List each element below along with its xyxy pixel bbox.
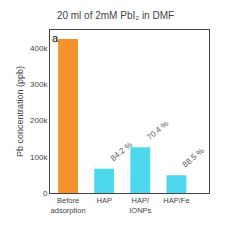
svg-text:20 ml of 2mM PbI₂ in DMF: 20 ml of 2mM PbI₂ in DMF	[57, 10, 174, 21]
svg-text:Pb concentration (ppb): Pb concentration (ppb)	[15, 66, 25, 157]
svg-text:70.4 %: 70.4 %	[145, 119, 170, 142]
svg-text:HAP/IONPs: HAP/IONPs	[129, 196, 151, 215]
svg-text:100k: 100k	[30, 153, 48, 162]
svg-text:HAP: HAP	[96, 196, 111, 205]
svg-text:0: 0	[43, 189, 48, 198]
svg-text:84.2 %: 84.2 %	[109, 140, 134, 163]
svg-text:300k: 300k	[30, 80, 48, 89]
svg-text:200k: 200k	[30, 116, 48, 125]
svg-text:88.5 %: 88.5 %	[181, 146, 206, 169]
svg-text:a: a	[52, 32, 59, 44]
svg-text:400k: 400k	[30, 44, 48, 53]
svg-text:Beforeadsorption: Beforeadsorption	[51, 196, 86, 215]
svg-text:HAP/Fe: HAP/Fe	[163, 196, 189, 205]
